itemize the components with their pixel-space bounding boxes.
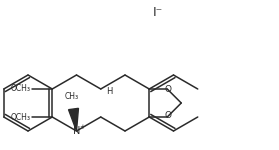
Text: CH₃: CH₃ <box>64 92 79 101</box>
Polygon shape <box>69 108 78 131</box>
Text: O: O <box>165 85 172 94</box>
Text: O: O <box>165 111 172 120</box>
Text: I⁻: I⁻ <box>153 6 163 18</box>
Text: H: H <box>106 87 112 96</box>
Text: N: N <box>73 126 80 136</box>
Text: +: + <box>80 124 85 130</box>
Text: OCH₃: OCH₃ <box>10 84 30 93</box>
Text: OCH₃: OCH₃ <box>10 112 30 122</box>
